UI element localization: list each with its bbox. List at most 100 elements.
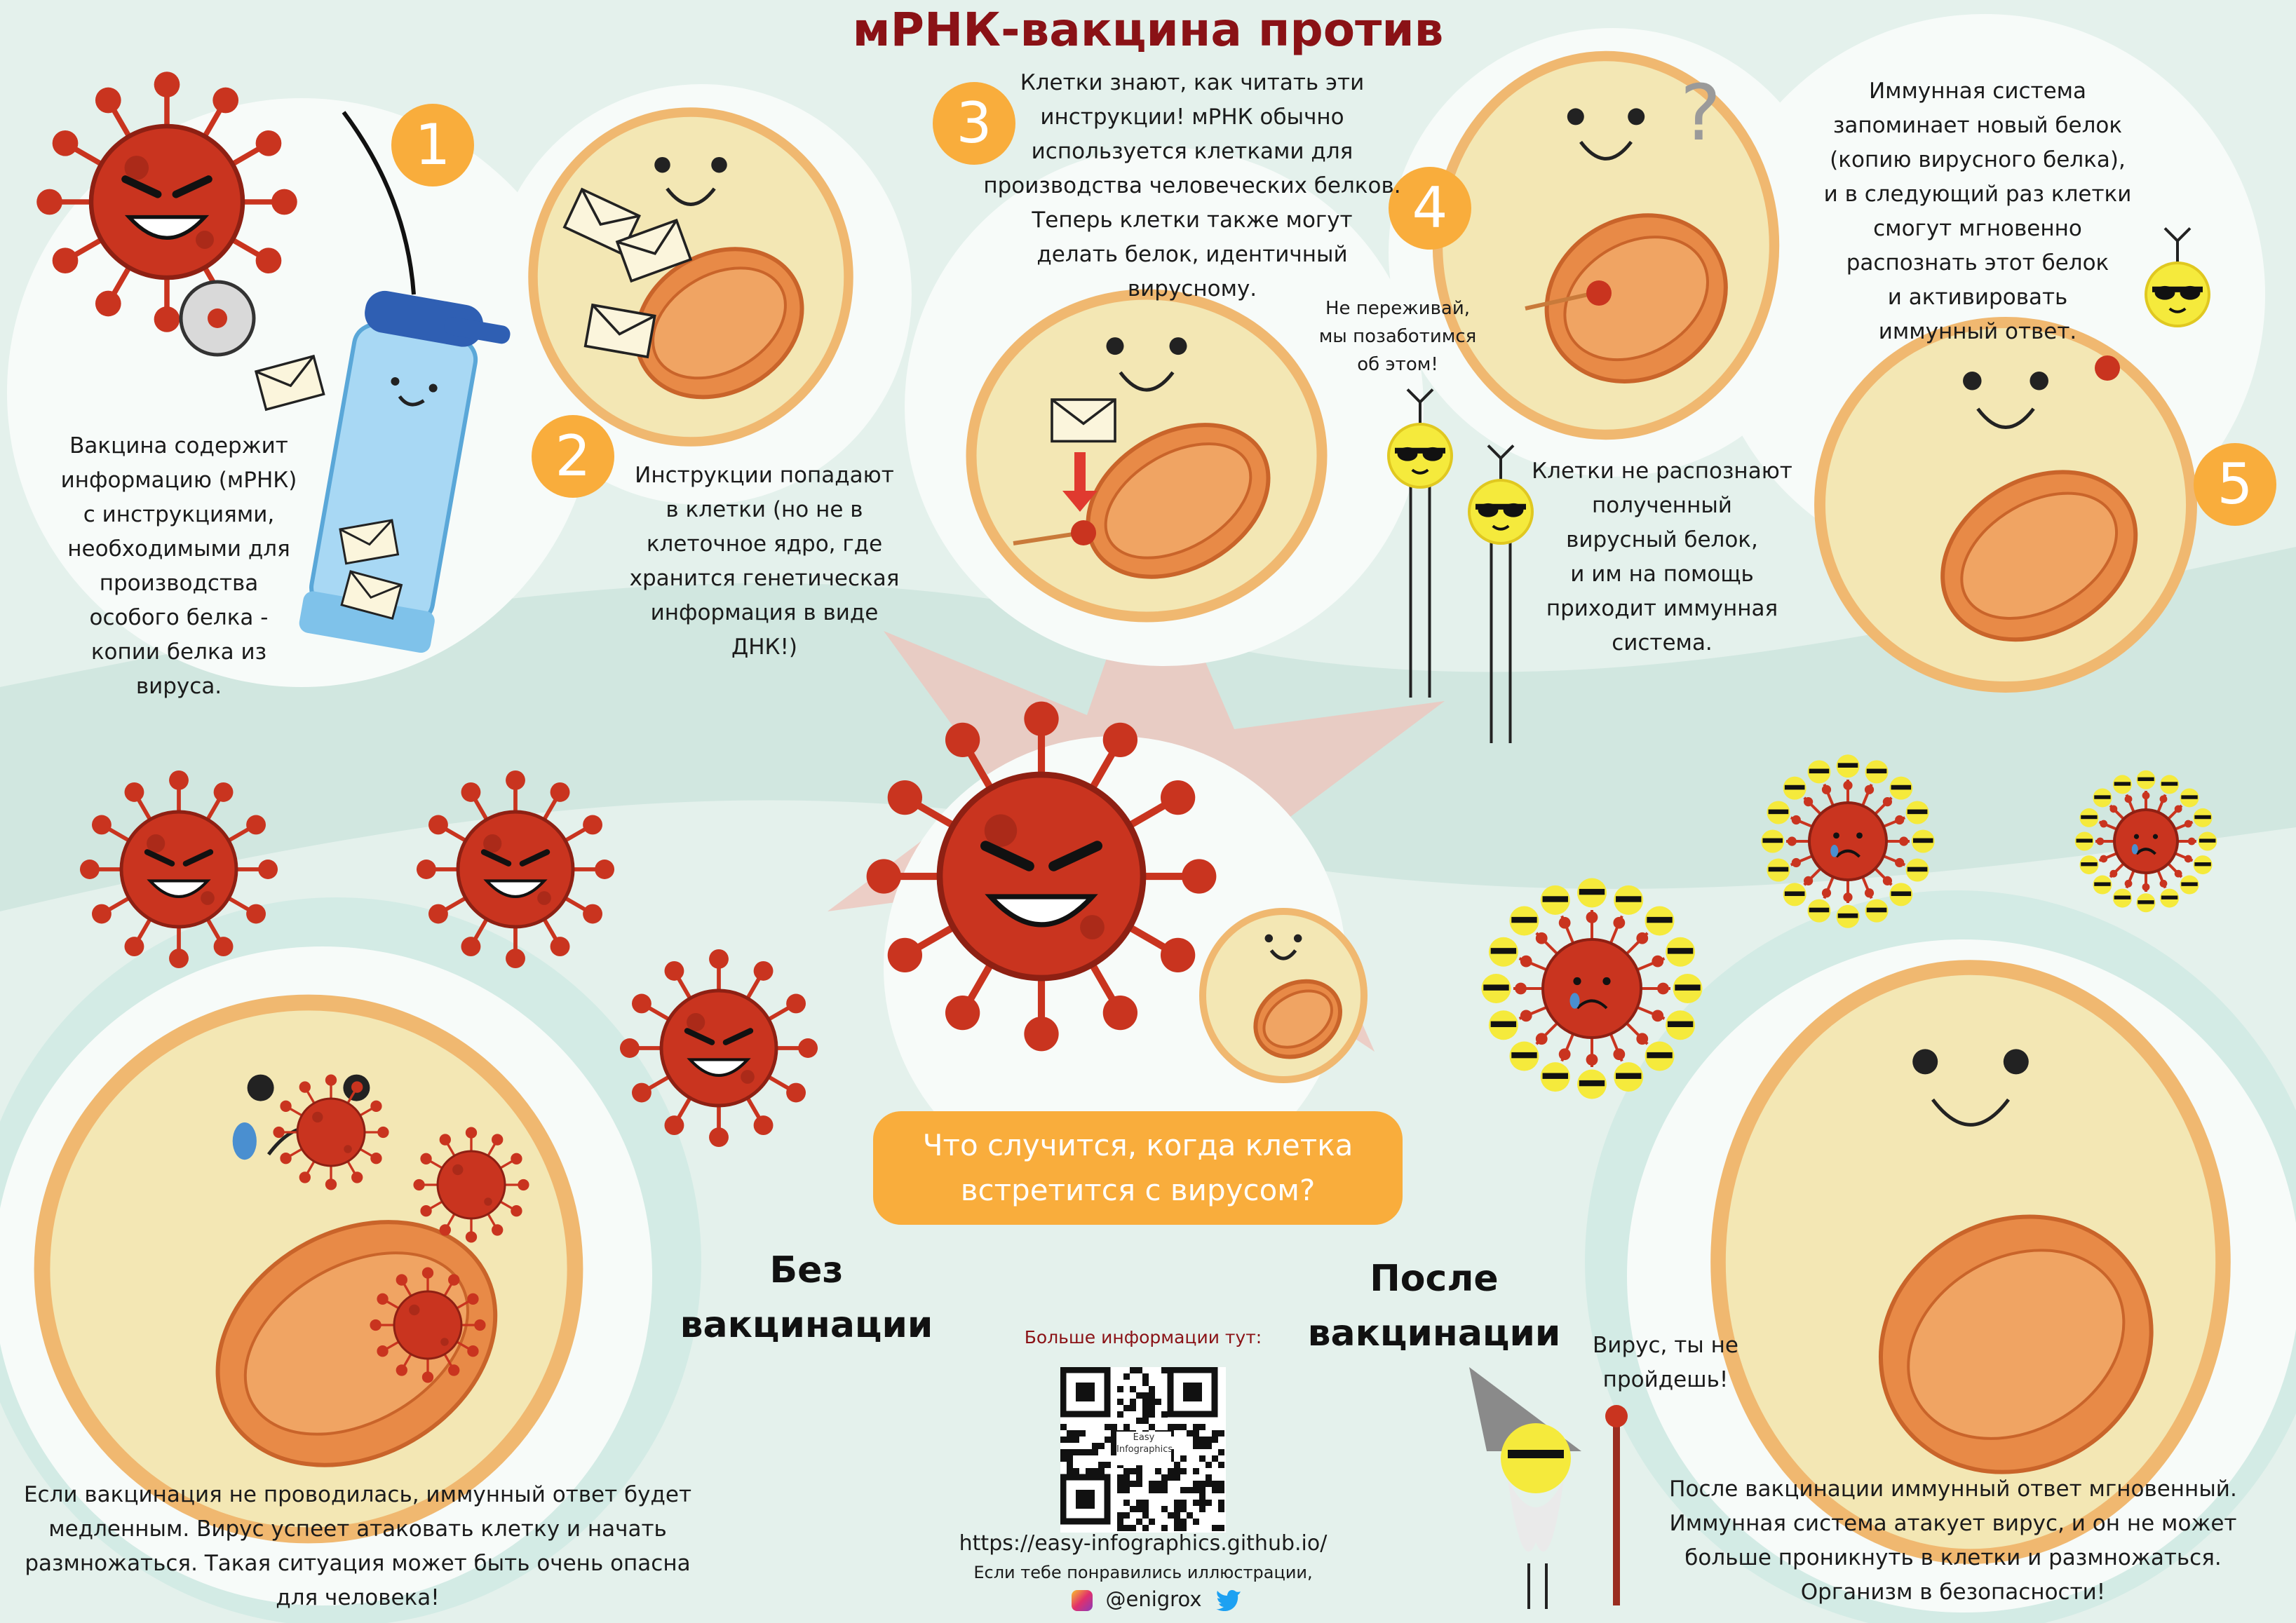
text-line: Клетки не распознают (1532, 459, 1792, 484)
qr-module (1193, 1430, 1199, 1437)
twitter-icon[interactable] (1216, 1589, 1241, 1612)
question-mark: ? (1680, 68, 1722, 158)
qr-module (1174, 1474, 1180, 1481)
qr-module (1060, 1424, 1067, 1430)
text-line: Иммунная система атакует вирус, и он не … (1669, 1511, 2237, 1536)
website-link[interactable]: https://easy-infographics.github.io/ (959, 1531, 1328, 1556)
qr-module (1199, 1487, 1206, 1493)
qr-module (1193, 1443, 1199, 1449)
qr-module (1073, 1430, 1079, 1437)
qr-module (1218, 1481, 1224, 1487)
qr-module (1117, 1512, 1123, 1519)
qr-module (1067, 1462, 1073, 1468)
qr-module (1174, 1525, 1180, 1531)
qr-logo: Easy Infographics (1116, 1432, 1173, 1465)
qr-module (1155, 1487, 1161, 1493)
qr-module (1092, 1443, 1098, 1449)
text-line: производства (99, 571, 259, 596)
qr-module (1212, 1481, 1218, 1487)
instagram-icon[interactable] (1072, 1590, 1093, 1611)
qr-code-pattern (1060, 1366, 1224, 1531)
qr-module (1161, 1525, 1168, 1531)
author-handle[interactable]: @enigrox (1105, 1587, 1202, 1611)
immune-cell-icon (2145, 227, 2210, 327)
qr-module (1136, 1481, 1142, 1487)
step-badge-2: 2 (532, 415, 614, 498)
qr-module (1206, 1474, 1212, 1481)
qr-module (1111, 1443, 1117, 1449)
qr-module (1136, 1468, 1142, 1474)
after-vaccination-heading: После вакцинации (1304, 1251, 1564, 1361)
qr-module (1149, 1392, 1155, 1399)
qr-module (1174, 1519, 1180, 1525)
text-line: производства человеческих белков. (983, 173, 1401, 198)
qr-module (1193, 1481, 1199, 1487)
qr-module (1149, 1487, 1155, 1493)
text-line: медленным. Вирус успеет атаковать клетку… (48, 1516, 667, 1542)
heading-line: вакцинации (1307, 1312, 1561, 1354)
qr-module (1123, 1373, 1130, 1380)
text-line: и им на помощь (1570, 562, 1754, 587)
text-line: больше проникнуть в клетки и размножатьс… (1684, 1545, 2222, 1570)
qr-module (1161, 1506, 1168, 1512)
qr-module (1180, 1519, 1187, 1525)
qr-module (1092, 1468, 1098, 1474)
qr-finder-core (1076, 1383, 1095, 1401)
text-line: система. (1612, 630, 1713, 656)
text-line: информацию (мРНК) (60, 468, 297, 493)
text-line: особого белка - (89, 605, 269, 630)
qr-module (1136, 1506, 1142, 1512)
cell-icon (1814, 317, 2197, 693)
protein-dot (2095, 355, 2120, 381)
qr-module (1187, 1430, 1193, 1437)
protein-stalk (1525, 292, 1589, 311)
qr-module (1123, 1500, 1130, 1506)
arrow-down-icon (1062, 452, 1098, 512)
qr-module (1130, 1506, 1136, 1512)
virus-icon (416, 770, 615, 969)
virus-icon (36, 72, 297, 332)
qr-module (1092, 1449, 1098, 1455)
qr-module (1193, 1424, 1199, 1430)
qr-module (1067, 1455, 1073, 1462)
qr-module (1067, 1430, 1073, 1437)
qr-module (1174, 1424, 1180, 1430)
qr-finder-core (1183, 1383, 1202, 1401)
qr-module (1199, 1493, 1206, 1500)
text-line: Если вакцинация не проводилась, иммунный… (23, 1482, 692, 1507)
qr-module (1098, 1468, 1105, 1474)
syringe-icon (299, 290, 511, 653)
qr-module (1123, 1468, 1130, 1474)
qr-module (1199, 1500, 1206, 1506)
text-line: пройдешь! (1602, 1367, 1729, 1392)
qr-module (1168, 1424, 1174, 1430)
protein-stalk (1013, 532, 1074, 545)
qr-module (1079, 1449, 1086, 1455)
qr-module (1174, 1462, 1180, 1468)
qr-module (1067, 1437, 1073, 1443)
text-line: Иммунная система (1868, 79, 2087, 104)
qr-module (1199, 1437, 1206, 1443)
qr-module (1073, 1449, 1079, 1455)
text-line: запоминает новый белок (1832, 113, 2123, 138)
cell-icon (1710, 960, 2231, 1564)
qr-module (1149, 1399, 1155, 1405)
not-recognize-text: Клетки не распознают полученный вирусный… (1522, 454, 1802, 660)
qr-module (1199, 1443, 1206, 1449)
text-line: об этом! (1357, 354, 1438, 375)
qr-code-icon[interactable]: Easy Infographics (1060, 1366, 1226, 1533)
qr-module (1136, 1392, 1142, 1399)
text-line: и активировать (1887, 285, 2068, 310)
qr-module (1168, 1512, 1174, 1519)
cell-icon (1199, 908, 1368, 1083)
qr-module (1206, 1462, 1212, 1468)
qr-module (1180, 1487, 1187, 1493)
envelope-icon (1051, 398, 1116, 443)
cells-know-text: Клетки знают, как читать эти инструкции!… (968, 66, 1417, 306)
qr-module (1218, 1462, 1224, 1468)
text-line: и в следующий раз клетки (1823, 182, 2132, 207)
heading-line: вакцинации (680, 1304, 933, 1346)
qr-module (1142, 1506, 1149, 1512)
wizard-speech: Вирус, ты не пройдешь! (1571, 1329, 1760, 1397)
